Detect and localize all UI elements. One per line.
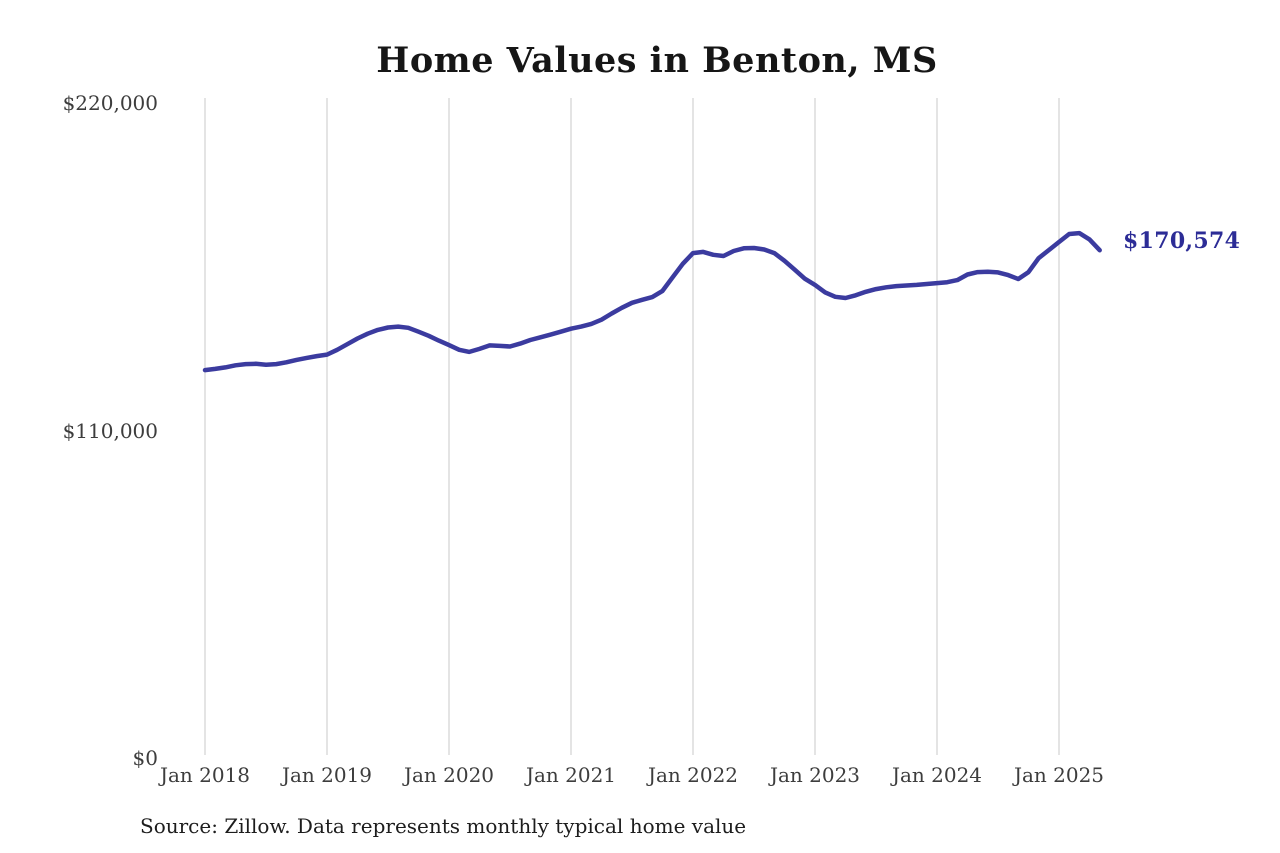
y-axis-tick-label: $110,000 (62, 418, 158, 443)
latest-value-label: $170,574 (1123, 228, 1241, 254)
x-axis-tick-label: Jan 2025 (1013, 763, 1105, 787)
gridlines (204, 98, 1060, 755)
x-axis-tick-label: Jan 2019 (281, 763, 373, 787)
x-axis-tick-label: Jan 2021 (525, 763, 617, 787)
chart-title: Home Values in Benton, MS (376, 40, 938, 81)
x-axis-tick-label: Jan 2022 (647, 763, 739, 787)
x-axis-tick-label: Jan 2020 (403, 763, 495, 787)
source-note: Source: Zillow. Data represents monthly … (140, 814, 747, 838)
home-value-line (202, 230, 1102, 373)
x-axis-tick-label: Jan 2023 (769, 763, 861, 787)
y-axis-tick-label: $0 (132, 746, 158, 770)
y-axis-tick-label: $220,000 (62, 91, 158, 115)
x-axis-tick-label: Jan 2024 (891, 763, 983, 787)
x-axis-tick-label: Jan 2018 (159, 763, 251, 787)
